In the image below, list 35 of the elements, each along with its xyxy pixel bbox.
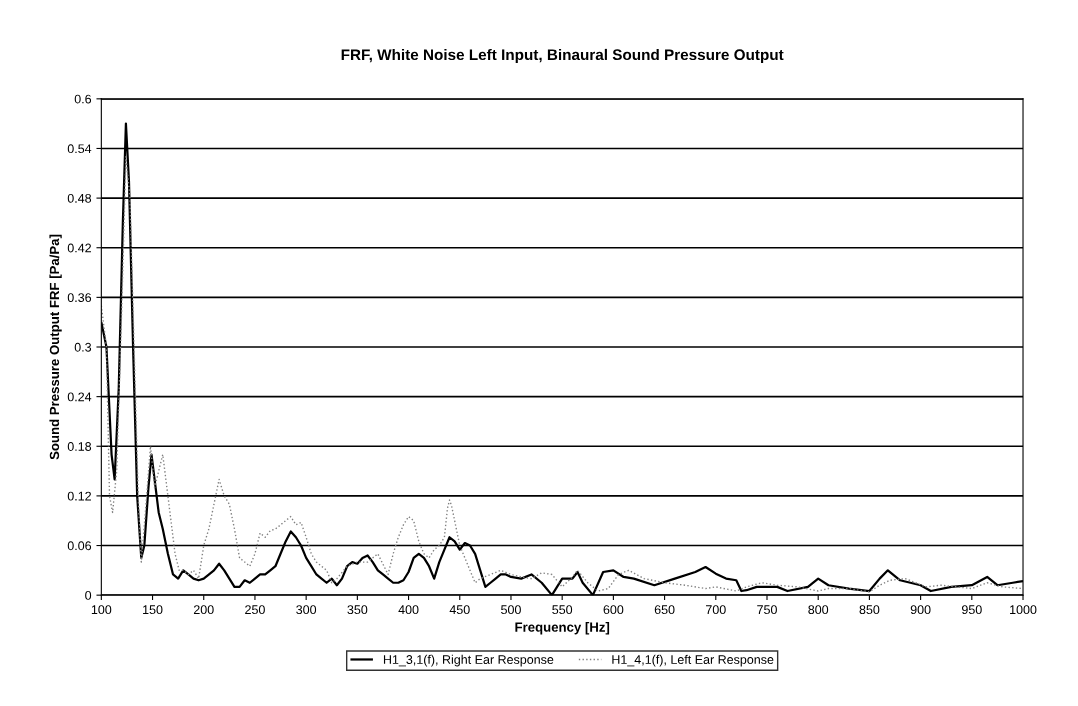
x-tick-label: 700 [706, 605, 726, 615]
y-tick-label: 0.42 [67, 243, 91, 253]
y-tick-label: 0 [85, 590, 92, 600]
x-tick-label: 500 [501, 605, 521, 615]
x-tick-label: 250 [245, 605, 265, 615]
x-tick-label: 900 [910, 605, 931, 615]
x-tick-label: 650 [654, 605, 675, 615]
x-tick-label: 1000 [1010, 605, 1037, 615]
y-tick-label: 0.12 [67, 491, 91, 501]
y-tick-label: 0.3 [74, 342, 92, 352]
x-tick-label: 850 [859, 605, 880, 615]
y-tick-label: 0.06 [67, 541, 92, 551]
x-tick-label: 600 [603, 605, 624, 615]
chart-title: FRF, White Noise Left Input, Binaural Sound Pressure Output [341, 48, 784, 64]
x-tick-label: 350 [347, 605, 368, 615]
x-tick-label: 800 [808, 605, 829, 615]
x-tick-label: 400 [398, 605, 419, 615]
x-tick-label: 750 [757, 605, 777, 615]
y-tick-label: 0.24 [67, 392, 92, 402]
y-tick-label: 0.6 [74, 94, 92, 104]
y-tick-label: 0.18 [67, 442, 92, 451]
y-axis-title: Sound Pressure Output FRF [Pa/Pa] [49, 234, 62, 460]
x-tick-label: 150 [143, 605, 163, 615]
x-axis-title: Frequency [Hz] [515, 622, 610, 635]
legend-label: H1_4,1(f), Left Ear Response [612, 654, 774, 667]
legend-label: H1_3,1(f), Right Ear Response [383, 654, 554, 667]
y-tick-label: 0.36 [67, 293, 92, 303]
y-tick-label: 0.54 [67, 144, 92, 154]
y-tick-label: 0.48 [67, 193, 92, 203]
x-tick-label: 100 [91, 605, 112, 615]
x-tick-label: 300 [296, 605, 317, 615]
x-tick-label: 550 [552, 605, 573, 615]
x-tick-label: 450 [449, 605, 470, 615]
x-tick-label: 200 [193, 605, 214, 615]
x-tick-label: 950 [961, 605, 982, 615]
